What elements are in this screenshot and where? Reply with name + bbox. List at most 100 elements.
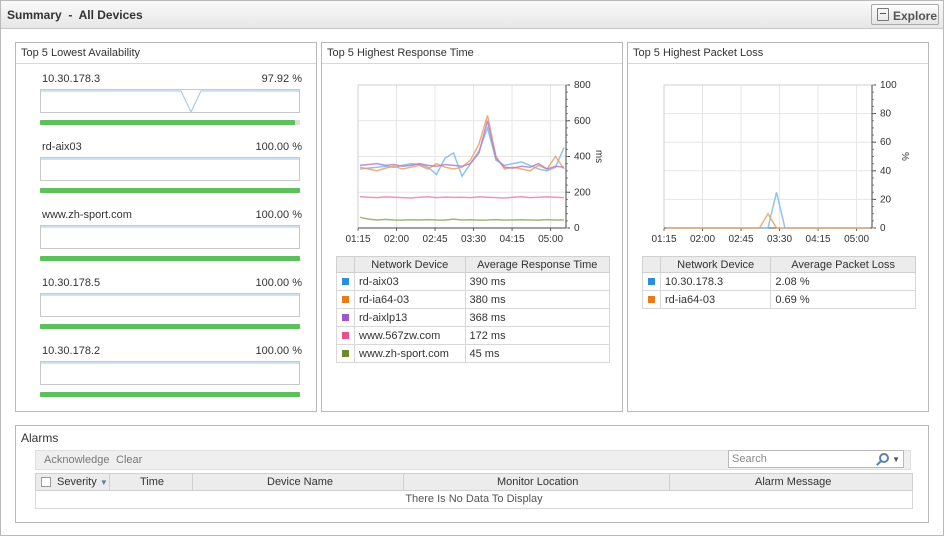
response-time-table: Network Device Average Response Time rd-…: [336, 256, 610, 363]
column-header[interactable]: Network Device: [354, 256, 466, 273]
value-cell: 172 ms: [464, 326, 610, 345]
sparkline-svg: [41, 226, 299, 228]
y-tick-label: 20: [880, 194, 892, 205]
acknowledge-button[interactable]: Acknowledge: [44, 454, 110, 466]
search-input[interactable]: Search ▼: [728, 450, 904, 468]
column-header[interactable]: Network Device: [659, 256, 772, 273]
column-time[interactable]: Time: [140, 476, 165, 488]
column-separator: [403, 474, 404, 490]
alarms-table-header: Severity ▼ Time Device Name Monitor Loca…: [35, 473, 913, 491]
table-row[interactable]: rd-ia64-03 380 ms: [336, 290, 610, 309]
column-severity[interactable]: Severity ▼: [57, 476, 108, 488]
series-swatch-cell: [336, 290, 355, 309]
clear-button[interactable]: Clear: [116, 454, 143, 466]
column-separator: [669, 474, 670, 490]
column-header[interactable]: Average Response Time: [464, 256, 610, 273]
value-cell: 2.08 %: [770, 272, 916, 291]
series-swatch-cell: [336, 272, 355, 291]
series-swatch-cell: [642, 290, 661, 309]
series-color-swatch: [342, 277, 349, 285]
y-axis-label: ms: [593, 150, 604, 163]
x-tick-label: 02:45: [423, 234, 448, 245]
panel-title: Top 5 Highest Response Time: [327, 47, 474, 59]
table-row[interactable]: rd-aixlp13 368 ms: [336, 308, 610, 327]
y-tick-label: 600: [574, 116, 591, 127]
panel-divider: [16, 63, 316, 64]
availability-value: 97.92 %: [261, 73, 302, 85]
series-line-rd-ia64-03: [359, 115, 565, 172]
availability-bar: [40, 256, 300, 261]
page-title: Summary - All Devices: [7, 8, 143, 22]
search-icon[interactable]: [879, 453, 889, 463]
availability-sparkline: [40, 89, 300, 114]
availability-value: 100.00 %: [255, 277, 302, 289]
device-name: 10.30.178.3: [42, 73, 101, 85]
availability-sparkline: [40, 293, 300, 317]
value-cell: 390 ms: [464, 272, 610, 291]
device-cell: rd-aixlp13: [354, 308, 466, 327]
availability-bar-fill: [40, 324, 300, 329]
x-tick-label: 01:15: [345, 234, 370, 245]
value-cell: 368 ms: [464, 308, 610, 327]
availability-bar-fill: [40, 392, 300, 397]
panel-title: Top 5 Highest Packet Loss: [633, 47, 764, 59]
sparkline-svg: [41, 90, 299, 114]
select-all-checkbox[interactable]: [41, 477, 51, 487]
panel-title: Top 5 Lowest Availability: [21, 47, 141, 59]
table-row[interactable]: www.zh-sport.com 45 ms: [336, 344, 610, 363]
availability-bar: [40, 188, 300, 193]
device-cell: rd-aix03: [354, 272, 466, 291]
availability-value: 100.00 %: [255, 141, 302, 153]
series-color-swatch: [648, 295, 655, 303]
column-label: Severity: [57, 476, 97, 488]
availability-bar: [40, 324, 300, 329]
empty-message: There Is No Data To Display: [405, 493, 543, 505]
title-bar: Summary - All Devices Explore: [1, 1, 943, 29]
x-tick-label: 02:00: [384, 234, 409, 245]
explore-icon: [877, 8, 889, 21]
sparkline-svg: [41, 294, 299, 296]
panel-divider: [628, 63, 928, 64]
series-color-swatch: [342, 349, 349, 357]
availability-sparkline: [40, 361, 300, 385]
table-row[interactable]: www.567zw.com 172 ms: [336, 326, 610, 345]
y-tick-label: 60: [880, 137, 892, 148]
availability-sparkline: [40, 157, 300, 181]
packet-loss-table: Network Device Average Packet Loss 10.30…: [642, 256, 916, 309]
packet-loss-panel: Top 5 Highest Packet Loss 01:15 02:00 02:4…: [627, 42, 929, 412]
response-time-chart: 01:15 02:00 02:45 03:30 04:15 05:00 0 200 400 600…: [345, 80, 604, 245]
alarms-table-body: There Is No Data To Display: [35, 490, 913, 509]
column-alarm-message[interactable]: Alarm Message: [755, 476, 832, 488]
explore-button[interactable]: Explore: [871, 4, 939, 25]
table-row[interactable]: rd-aix03 390 ms: [336, 272, 610, 291]
table-row[interactable]: rd-ia64-03 0.69 %: [642, 290, 916, 309]
y-axis-label: %: [899, 152, 910, 161]
column-monitor-location[interactable]: Monitor Location: [497, 476, 579, 488]
swatch-header: [336, 256, 355, 273]
x-tick-label: 04:15: [806, 234, 831, 245]
series-color-swatch: [648, 277, 655, 285]
column-device-name[interactable]: Device Name: [267, 476, 334, 488]
device-cell: rd-ia64-03: [659, 290, 772, 309]
series-swatch-cell: [642, 272, 661, 291]
column-header[interactable]: Average Packet Loss: [770, 256, 916, 273]
y-tick-label: 400: [574, 152, 591, 163]
y-tick-label: 800: [574, 80, 591, 91]
sparkline-line: [41, 90, 299, 114]
series-line-rd-ia64-03: [666, 212, 870, 229]
device-name: www.zh-sport.com: [42, 209, 132, 221]
series-line-www.567zw.com: [359, 195, 565, 199]
availability-bar: [40, 120, 300, 125]
availability-bar-fill: [40, 256, 300, 261]
panel-title: Alarms: [21, 431, 59, 445]
series-swatch-cell: [336, 308, 355, 327]
device-cell: www.567zw.com: [354, 326, 466, 345]
chevron-down-icon[interactable]: ▼: [892, 455, 900, 464]
table-row[interactable]: 10.30.178.3 2.08 %: [642, 272, 916, 291]
x-tick-label: 05:00: [844, 234, 869, 245]
device-name: 10.30.178.2: [42, 345, 101, 357]
x-tick-label: 01:15: [651, 234, 676, 245]
sort-down-icon: ▼: [99, 478, 108, 487]
series-line-rd-aixlp13: [359, 120, 565, 170]
device-cell: 10.30.178.3: [659, 272, 772, 291]
